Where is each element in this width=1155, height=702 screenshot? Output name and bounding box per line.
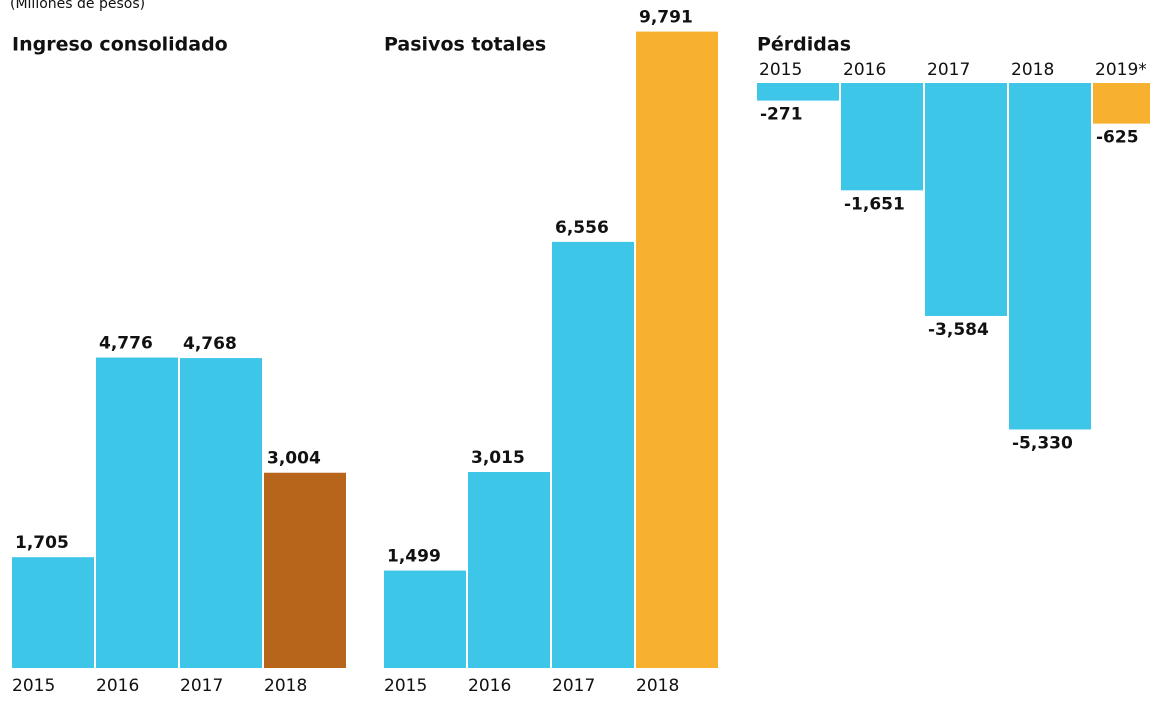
panel-title: Pérdidas (757, 34, 851, 56)
x-tick-label: 2017 (180, 676, 223, 696)
value-label: 6,556 (555, 218, 609, 238)
value-label: 3,004 (267, 449, 321, 469)
value-label: 9,791 (639, 8, 693, 28)
panel-title: Pasivos totales (384, 34, 546, 56)
value-label: 1,705 (15, 533, 69, 553)
bar (925, 83, 1007, 316)
panel-title: Ingreso consolidado (12, 34, 228, 56)
bar (180, 358, 262, 668)
value-label: 4,776 (99, 334, 153, 354)
value-label: -625 (1096, 128, 1139, 148)
bar (96, 357, 178, 668)
bar (1009, 83, 1091, 430)
x-tick-label: 2017 (927, 60, 970, 80)
value-label: -5,330 (1012, 433, 1073, 453)
bar (468, 472, 550, 668)
value-label: 1,499 (387, 547, 441, 567)
x-tick-label: 2016 (843, 60, 886, 80)
x-tick-label: 2016 (96, 676, 139, 696)
x-tick-label: 2018 (636, 676, 679, 696)
bar (384, 570, 466, 668)
bar (12, 557, 94, 668)
x-tick-label: 2018 (264, 676, 307, 696)
value-label: 4,768 (183, 334, 237, 354)
bar (1093, 83, 1150, 124)
bar (757, 83, 839, 101)
bar (636, 31, 718, 668)
x-tick-label: 2017 (552, 676, 595, 696)
x-tick-label: 2015 (384, 676, 427, 696)
value-label: -1,651 (844, 194, 905, 214)
x-tick-label: 2018 (1011, 60, 1054, 80)
subtitle: (Millones de pesos) (10, 0, 145, 12)
bar (841, 83, 923, 191)
value-label: -3,584 (928, 320, 989, 340)
x-tick-label: 2015 (759, 60, 802, 80)
bar (552, 241, 634, 669)
bar (264, 472, 346, 668)
value-label: -271 (760, 105, 803, 125)
x-tick-label: 2019* (1095, 60, 1147, 80)
x-tick-label: 2016 (468, 676, 511, 696)
value-label: 3,015 (471, 448, 525, 468)
x-tick-label: 2015 (12, 676, 55, 696)
